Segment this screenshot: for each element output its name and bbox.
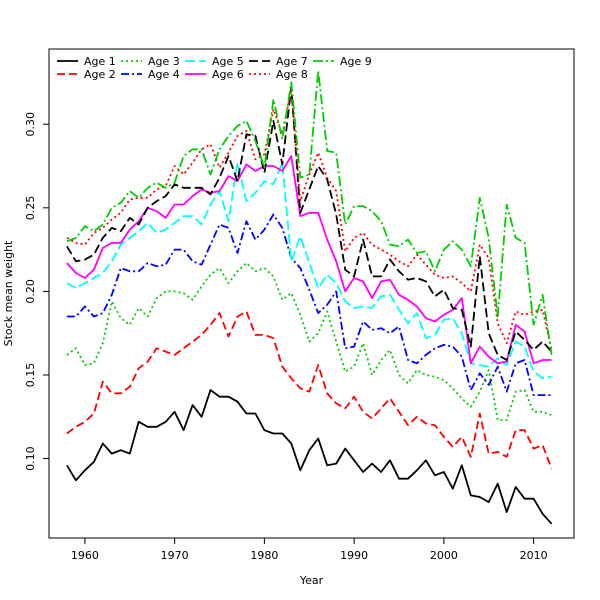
x-tick-label: 1960: [71, 549, 99, 562]
legend-label-age-9: Age 9: [340, 55, 372, 68]
y-axis: 0.10 0.15 0.20 0.25 0.30: [24, 112, 49, 471]
legend-label-age-7: Age 7: [276, 55, 308, 68]
x-tick-label: 2000: [430, 549, 458, 562]
legend-label-age-8: Age 8: [276, 68, 308, 81]
legend-label-age-3: Age 3: [148, 55, 180, 68]
y-tick-label: 0.30: [24, 112, 37, 137]
series-line-age-2: [66, 310, 553, 469]
series-line-age-4: [66, 213, 552, 397]
series-line-age-1: [66, 389, 553, 525]
legend-label-age-1: Age 1: [84, 55, 116, 68]
series-layer: [66, 69, 553, 525]
x-tick-label: 2010: [520, 549, 548, 562]
legend: Age 1 Age 3 Age 5 Age 7 Age 9 Age 2 Age 4 Age 6…: [57, 55, 372, 81]
x-tick-label: 1990: [340, 549, 368, 562]
series-line-age-8: [66, 88, 553, 351]
y-axis-title: Stock mean weight: [2, 240, 15, 346]
legend-label-age-2: Age 2: [84, 68, 116, 81]
y-tick-label: 0.20: [24, 279, 37, 304]
plot-frame: [48, 48, 575, 539]
x-axis-title: Year: [299, 574, 324, 587]
y-tick-label: 0.10: [24, 446, 37, 471]
legend-label-age-6: Age 6: [212, 68, 244, 81]
y-tick-label: 0.25: [24, 196, 37, 221]
y-tick-label: 0.15: [24, 363, 37, 388]
x-tick-label: 1970: [161, 549, 189, 562]
legend-label-age-5: Age 5: [212, 55, 244, 68]
series-line-age-7: [66, 86, 553, 361]
x-tick-label: 1980: [250, 549, 278, 562]
legend-label-age-4: Age 4: [148, 68, 180, 81]
x-axis: 1960 1970 1980 1990 2000 2010: [71, 538, 548, 562]
series-line-age-9: [66, 69, 553, 356]
series-line-age-3: [66, 262, 552, 422]
